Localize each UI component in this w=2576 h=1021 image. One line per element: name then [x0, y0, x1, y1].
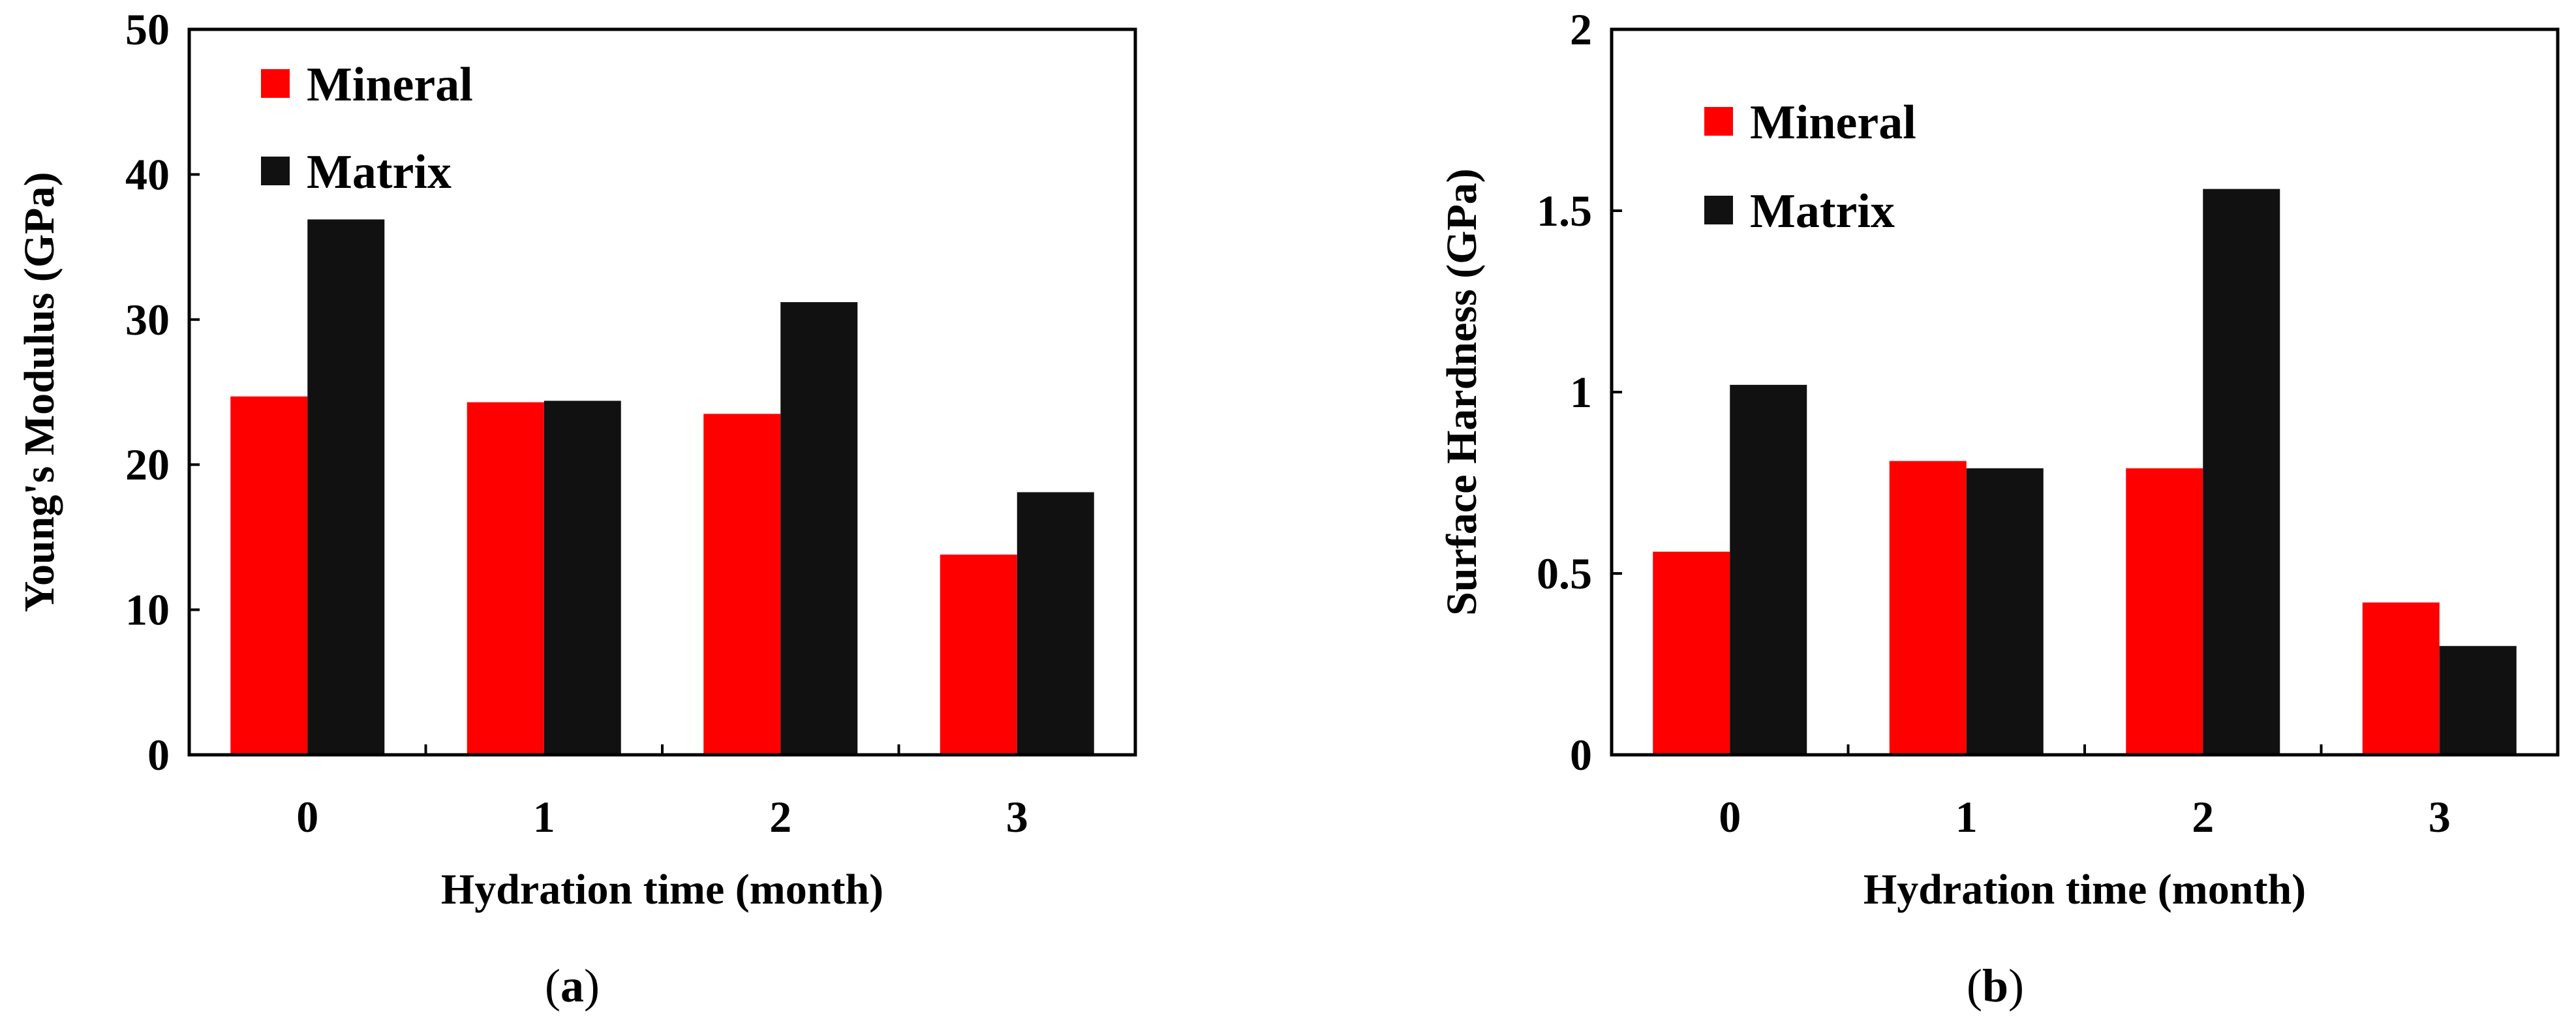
chart-a: 0 10 20 30 40 50 0 1 2 3 Young's Modulus (GPa) H…	[16, 5, 1137, 1012]
chart-b-bar-matrix-0	[1730, 384, 1807, 755]
chart-b-bar-mineral-3	[2362, 602, 2440, 755]
chart-a-bar-matrix-0	[307, 219, 385, 755]
chart-b-bar-mineral-2	[2126, 468, 2203, 755]
chart-b-ytick-label: 1	[1570, 367, 1592, 417]
chart-b: 0 0.5 1 1.5 2 0 1 2 3 Surface Hardness (GPa) Hy…	[1438, 5, 2560, 1012]
chart-a-xticks: 0 1 2 3	[296, 744, 1028, 842]
chart-b-legend-swatch-mineral	[1704, 107, 1733, 136]
chart-a-bar-mineral-0	[230, 396, 308, 755]
chart-b-yticks: 0 0.5 1 1.5 2	[1537, 5, 1622, 780]
chart-b-bar-mineral-1	[1889, 461, 1967, 755]
chart-b-legend-label-matrix: Matrix	[1750, 185, 1895, 238]
chart-b-legend-swatch-matrix	[1704, 196, 1733, 224]
chart-b-bar-mineral-0	[1653, 551, 1730, 755]
chart-a-bar-matrix-1	[544, 401, 621, 755]
chart-b-bar-matrix-1	[1966, 468, 2044, 755]
chart-a-legend-label-mineral: Mineral	[307, 58, 473, 112]
chart-a-ytick-label: 50	[125, 5, 170, 54]
chart-a-bar-mineral-1	[467, 402, 544, 755]
chart-a-ytick-label: 10	[125, 585, 170, 635]
chart-b-panel-label: (b)	[1967, 960, 2024, 1012]
chart-a-ytick-label: 30	[125, 295, 170, 344]
chart-a-legend-swatch-matrix	[261, 157, 290, 185]
chart-b-ylabel: Surface Hardness (GPa)	[1438, 168, 1486, 616]
chart-a-ytick-label: 20	[125, 440, 170, 489]
chart-b-xtick-label: 0	[1719, 792, 1741, 842]
chart-b-bars	[1653, 189, 2517, 755]
chart-a-legend-label-matrix: Matrix	[307, 145, 452, 199]
chart-a-ytick-label: 40	[125, 149, 170, 199]
chart-b-bar-matrix-3	[2439, 646, 2517, 755]
chart-b-xlabel: Hydration time (month)	[1863, 866, 2306, 913]
chart-a-legend-swatch-mineral	[261, 69, 290, 98]
chart-b-ytick-label: 2	[1570, 5, 1592, 54]
chart-a-bar-matrix-2	[780, 302, 858, 755]
chart-a-bar-mineral-3	[940, 555, 1017, 755]
chart-b-legend: Mineral Matrix	[1704, 96, 1916, 238]
chart-a-bars	[230, 219, 1094, 755]
chart-b-bar-matrix-2	[2203, 189, 2280, 755]
chart-a-yticks: 0 10 20 30 40 50	[125, 5, 200, 780]
chart-a-legend: Mineral Matrix	[261, 58, 473, 199]
chart-b-legend-label-mineral: Mineral	[1750, 96, 1916, 149]
chart-b-xticks: 0 1 2 3	[1719, 744, 2451, 842]
chart-a-xtick-label: 3	[1006, 792, 1028, 842]
chart-a-ylabel: Young's Modulus (GPa)	[16, 172, 63, 613]
chart-a-plot-frame	[187, 27, 1137, 757]
chart-b-xtick-label: 3	[2429, 792, 2451, 842]
chart-a-xlabel: Hydration time (month)	[441, 866, 883, 913]
chart-a-xtick-label: 0	[296, 792, 318, 842]
chart-b-xtick-label: 1	[1955, 792, 1978, 842]
chart-b-xtick-label: 2	[2192, 792, 2214, 842]
chart-b-ytick-label: 1.5	[1537, 186, 1592, 236]
chart-b-panel-letter: b	[1982, 960, 2008, 1012]
chart-b-ytick-label: 0	[1570, 730, 1592, 780]
chart-b-ytick-label: 0.5	[1537, 549, 1592, 598]
chart-b-plot-frame	[1610, 27, 2560, 757]
chart-a-panel-letter: a	[560, 960, 584, 1012]
chart-a-ytick-label: 0	[147, 730, 170, 780]
chart-a-xtick-label: 1	[533, 792, 555, 842]
chart-a-bar-mineral-2	[703, 414, 781, 755]
chart-a-xtick-label: 2	[769, 792, 791, 842]
chart-a-bar-matrix-3	[1017, 492, 1094, 755]
chart-a-panel-label: (a)	[545, 960, 600, 1012]
